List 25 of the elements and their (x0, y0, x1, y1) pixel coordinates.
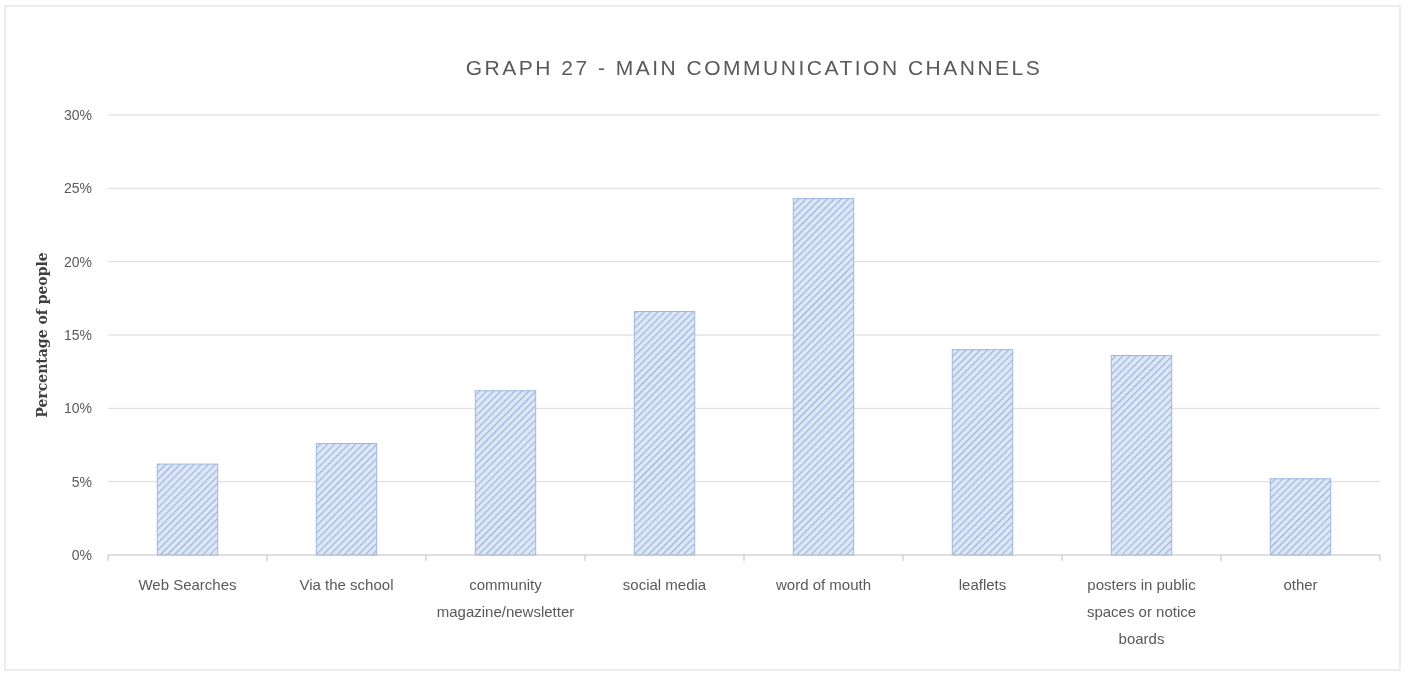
y-tick-label: 30% (63, 106, 92, 123)
x-tick-label: word of mouth (774, 576, 872, 593)
x-tick-label: posters in public spaces or notice boards (1086, 576, 1197, 647)
chart-title: GRAPH 27 - MAIN COMMUNICATION CHANNELS (465, 56, 1043, 79)
y-axis-title: Percentage of people (34, 252, 50, 418)
y-tick-label: 15% (63, 326, 92, 343)
bar (633, 311, 696, 556)
x-tick-label: Web Searches (138, 576, 237, 593)
x-tick-label: Via the school (299, 576, 394, 593)
bar (792, 198, 855, 556)
x-tick-label: leaflets (958, 576, 1007, 593)
y-tick-label: 20% (63, 253, 92, 270)
bar (156, 463, 219, 556)
bar (1110, 355, 1173, 556)
bar (315, 443, 378, 556)
bar (474, 390, 537, 556)
y-tick-label: 5% (71, 473, 92, 490)
x-tick-label: community magazine/newsletter (436, 576, 575, 620)
bar (1269, 478, 1332, 556)
y-tick-label: 0% (71, 546, 92, 563)
bar (951, 349, 1014, 556)
x-tick-label: social media (622, 576, 707, 593)
y-tick-label: 10% (63, 400, 92, 417)
x-tick-label: other (1283, 576, 1318, 593)
y-tick-label: 25% (63, 180, 92, 197)
